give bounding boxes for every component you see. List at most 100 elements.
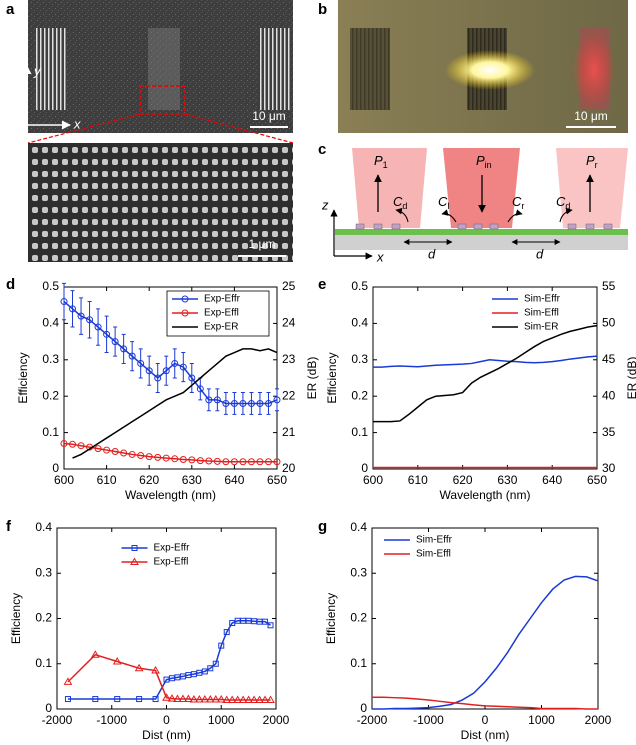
series-line — [372, 575, 599, 710]
y-tick-label: 0.2 — [351, 388, 368, 402]
error-bar — [249, 392, 254, 415]
data-point — [205, 457, 213, 465]
y-tick-label: 0.5 — [351, 279, 368, 293]
data-point — [162, 693, 171, 701]
x-tick-label: 2000 — [585, 713, 612, 727]
x-tick-label: -1000 — [96, 713, 127, 727]
x-tick-label: 650 — [587, 473, 607, 487]
y2-tick-label: 35 — [602, 425, 616, 439]
x-tick-label: 650 — [267, 473, 287, 487]
y2-tick-label: 25 — [282, 279, 296, 293]
data-point — [273, 458, 281, 466]
data-point — [189, 695, 199, 703]
data-point — [218, 642, 225, 649]
x-tick-label: 640 — [224, 473, 244, 487]
x-tick-label: 0 — [482, 713, 489, 727]
legend-label: Exp-ER — [204, 322, 238, 333]
error-bar — [172, 348, 177, 379]
x-tick-label: 1000 — [208, 713, 235, 727]
data-point — [223, 629, 230, 636]
data-point — [151, 666, 160, 674]
y-tick-label: 0.5 — [42, 279, 59, 293]
data-point — [211, 695, 221, 703]
error-bar — [275, 388, 279, 412]
data-point — [145, 453, 153, 461]
error-bar — [266, 392, 271, 415]
data-point — [247, 458, 255, 466]
plot-frame — [63, 286, 278, 470]
data-point — [94, 445, 102, 453]
data-point — [249, 695, 259, 703]
data-point — [256, 399, 264, 407]
data-point — [264, 399, 272, 407]
x-tick-label: 620 — [139, 473, 159, 487]
y-axis-label: Efficiency — [16, 352, 30, 403]
error-bar — [155, 362, 160, 394]
data-point — [244, 695, 253, 703]
data-point — [266, 695, 275, 703]
error-bar — [223, 392, 228, 415]
x-tick-label: 610 — [408, 473, 428, 487]
y-tick-label: 0.1 — [351, 425, 368, 439]
data-point — [63, 677, 73, 685]
x-tick-label: 640 — [542, 473, 562, 487]
y2-tick-label: 22 — [282, 388, 296, 402]
data-point — [273, 396, 281, 404]
series-line — [67, 620, 271, 700]
data-point — [111, 448, 119, 456]
axis-label: y — [33, 63, 42, 78]
error-bar — [189, 362, 194, 394]
y-tick-label: 0.2 — [42, 388, 59, 402]
x-axis-label: Wavelength (nm) — [125, 488, 216, 502]
beam-symbol: P — [586, 153, 595, 168]
error-bar — [198, 377, 203, 401]
y-tick-label: 0 — [361, 461, 368, 475]
x-tick-label: -2000 — [357, 713, 388, 727]
y2-axis-label: ER (dB) — [305, 357, 319, 400]
coupling-label: Cd — [556, 194, 570, 211]
y2-tick-label: 55 — [602, 279, 616, 293]
data-point — [264, 458, 272, 466]
sem-zoom-image: 1 μm — [28, 143, 293, 262]
data-point — [154, 453, 162, 461]
data-point — [239, 399, 247, 407]
panel-label: b — [318, 1, 327, 18]
data-point — [238, 695, 248, 703]
error-bar — [121, 333, 126, 364]
schematic: P1 Pin Pr Cd Cl Cr Cd z x d d — [321, 148, 628, 264]
error-bar — [62, 282, 66, 321]
x-tick-label: 600 — [363, 473, 383, 487]
y2-tick-label: 23 — [282, 352, 296, 366]
data-point — [260, 695, 270, 703]
data-point — [196, 457, 204, 465]
data-point — [77, 442, 85, 450]
error-bar — [79, 297, 84, 335]
data-point — [134, 663, 144, 672]
y-tick-label: 0.4 — [350, 520, 367, 534]
y-tick-label: 0.3 — [42, 352, 59, 366]
y2-tick-label: 40 — [602, 388, 616, 402]
data-point — [92, 696, 99, 703]
y-axis-label: Efficiency — [324, 593, 338, 644]
series-line — [373, 355, 598, 368]
data-point — [137, 359, 145, 367]
data-point — [205, 396, 213, 404]
data-point — [145, 367, 153, 375]
data-point — [255, 695, 264, 703]
data-point — [120, 449, 128, 457]
distance-label: d — [536, 246, 544, 261]
error-bar — [87, 301, 92, 339]
beam-symbol: P — [374, 153, 383, 168]
coupling-subscript: l — [447, 201, 449, 211]
panel-label: g — [318, 518, 327, 535]
error-bar — [138, 348, 143, 379]
coupling-symbol: C — [393, 194, 403, 209]
beam-label: Pin — [476, 153, 492, 170]
data-point — [194, 695, 204, 703]
legend-marker — [181, 295, 189, 303]
data-point — [103, 446, 111, 454]
y-axis-label: Efficiency — [325, 352, 339, 403]
coupling-symbol: C — [556, 194, 566, 209]
plot-frame — [372, 286, 598, 470]
